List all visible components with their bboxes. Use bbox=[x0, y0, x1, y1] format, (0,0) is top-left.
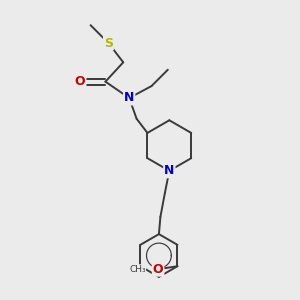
Text: N: N bbox=[164, 164, 175, 177]
Text: S: S bbox=[104, 37, 113, 50]
Text: CH₃: CH₃ bbox=[129, 265, 146, 274]
Text: O: O bbox=[153, 263, 164, 276]
Text: N: N bbox=[124, 92, 134, 104]
Text: O: O bbox=[75, 75, 86, 88]
